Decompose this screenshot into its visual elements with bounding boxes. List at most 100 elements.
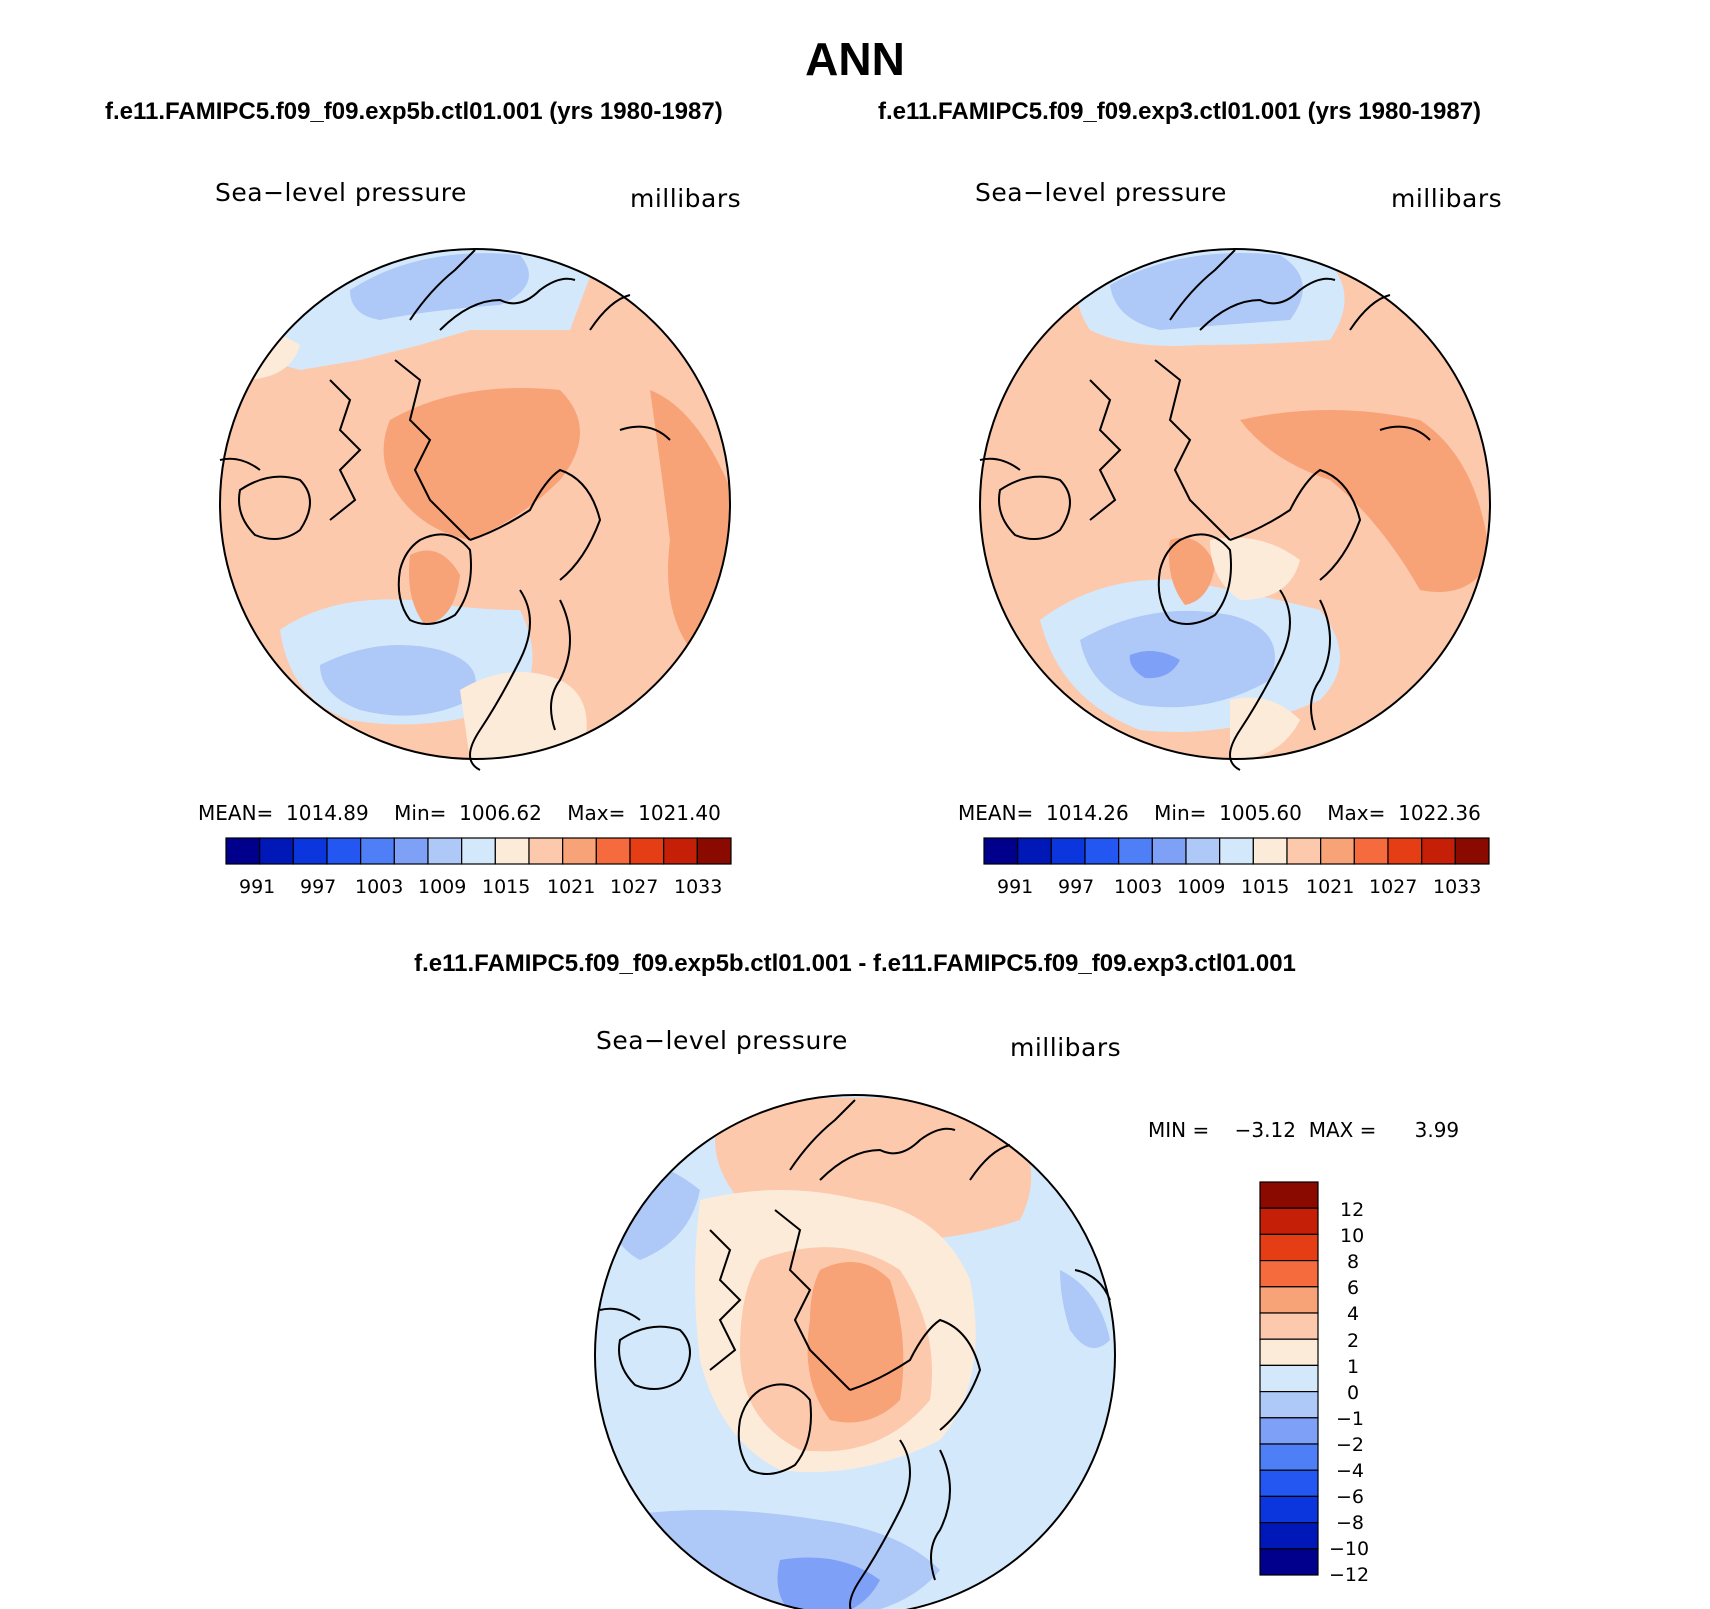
panel1-field-low-south-core — [320, 645, 476, 716]
colorbar-swatch — [1259, 1207, 1319, 1235]
panel2-tick: 1015 — [1241, 876, 1290, 898]
panel1-field-low-core — [350, 253, 529, 320]
panel2-tick: 997 — [1058, 876, 1095, 898]
colorbar-swatch — [1259, 1259, 1319, 1288]
panel1-variable-label: Sea−level pressure — [215, 178, 467, 207]
panel2-field-neutral-center — [1210, 537, 1300, 600]
panel2-tick: 1021 — [1306, 876, 1355, 898]
colorbar-swatch — [326, 837, 362, 865]
panel2-map — [979, 248, 1491, 771]
panel1-field-neutral-europe — [460, 672, 587, 759]
colorbar-swatch — [1259, 1286, 1319, 1314]
colorbar-swatch — [595, 837, 631, 865]
panel3-units-label: millibars — [1010, 1033, 1122, 1062]
panel3-max-value: 3.99 — [1414, 1118, 1460, 1142]
panel3-tick: 0 — [1347, 1382, 1360, 1404]
panel1-stats: MEAN= 1014.89 Min= 1006.62 Max= 1021.40 — [198, 801, 721, 825]
panel2-variable-label: Sea−level pressure — [975, 178, 1227, 207]
panel2-stats: MEAN= 1014.26 Min= 1005.60 Max= 1022.36 — [958, 801, 1481, 825]
colorbar-swatch — [1259, 1312, 1319, 1340]
colorbar-swatch — [1185, 837, 1221, 865]
panel3-min-value: −3.12 — [1234, 1118, 1296, 1142]
panel1-min-label: Min= — [394, 801, 447, 825]
colorbar-swatch — [259, 837, 294, 865]
panel3-tick: −10 — [1329, 1538, 1370, 1560]
colorbar-swatch — [225, 837, 261, 865]
panel3-min-label: MIN = — [1148, 1118, 1210, 1142]
colorbar-swatch — [1259, 1390, 1319, 1419]
panel3-map-border — [594, 1094, 1116, 1609]
panel3-tick: −12 — [1329, 1564, 1370, 1586]
panel2-field-low-core — [1110, 253, 1303, 330]
panel1-tick: 1009 — [418, 876, 467, 898]
panel2-tick: 1033 — [1433, 876, 1482, 898]
colorbar-swatch — [528, 837, 564, 865]
colorbar-swatch — [360, 837, 395, 865]
panel3-stats: MIN = −3.12 MAX = 3.99 — [1148, 1118, 1459, 1142]
colorbar-swatch — [1421, 837, 1456, 865]
panel2-field-neutral-europe — [1230, 697, 1300, 759]
panel2-colorbar — [983, 837, 1490, 865]
colorbar-swatch — [1252, 837, 1288, 865]
panel3-map — [594, 1094, 1116, 1609]
panel2-field-high-east — [1240, 410, 1490, 592]
panel1-mean-label: MEAN= — [198, 801, 274, 825]
colorbar-swatch — [1259, 1338, 1319, 1366]
colorbar-swatch — [1084, 837, 1120, 865]
colorbar-swatch — [1259, 1495, 1319, 1524]
panel1-tick: 997 — [300, 876, 337, 898]
panel1-tick: 1021 — [547, 876, 596, 898]
panel3-tick: 1 — [1347, 1356, 1360, 1378]
colorbar-swatch — [1259, 1469, 1319, 1497]
panel2-min-label: Min= — [1154, 801, 1207, 825]
colorbar-swatch — [1353, 837, 1389, 865]
panel3-tick: 6 — [1347, 1277, 1360, 1299]
panel2-mean-value: 1014.26 — [1046, 801, 1129, 825]
colorbar-swatch — [1286, 837, 1322, 865]
colorbar-swatch — [1050, 837, 1086, 865]
panel1-map-border — [219, 248, 731, 760]
panel3-field-neg-east — [1060, 1270, 1110, 1348]
panel2-tick: 991 — [997, 876, 1034, 898]
colorbar-swatch — [427, 837, 463, 865]
panel1-tick: 1027 — [610, 876, 659, 898]
panel3-variable-label: Sea−level pressure — [596, 1026, 848, 1055]
panel2-tick: 1009 — [1177, 876, 1226, 898]
panel1-map — [219, 248, 731, 771]
panel3-tick: 2 — [1347, 1330, 1360, 1352]
panel3-field-neg-south-core — [777, 1557, 880, 1609]
panel2-max-label: Max= — [1327, 801, 1386, 825]
colorbar-swatch — [562, 837, 597, 865]
panel2-min-value: 1005.60 — [1219, 801, 1302, 825]
panel1-field-high-greenland — [409, 550, 460, 625]
colorbar-swatch — [1387, 837, 1423, 865]
panel1-tick: 1015 — [482, 876, 531, 898]
difference-title: f.e11.FAMIPC5.f09_f09.exp5b.ctl01.001 - … — [414, 950, 1296, 977]
panel3-tick: 4 — [1347, 1303, 1360, 1325]
colorbar-swatch — [983, 837, 1019, 865]
colorbar-swatch — [1259, 1521, 1319, 1550]
panel3-tick: −2 — [1336, 1434, 1365, 1456]
colorbar-swatch — [1320, 837, 1355, 865]
panel2-max-value: 1022.36 — [1398, 801, 1481, 825]
panel3-colorbar — [1259, 1181, 1319, 1576]
panel3-tick: 8 — [1347, 1251, 1360, 1273]
panel3-tick: −4 — [1336, 1460, 1365, 1482]
panel2-field-min — [1129, 651, 1180, 679]
panel2-map-border — [979, 248, 1491, 760]
panel1-colorbar — [225, 837, 732, 865]
panel2-tick: 1027 — [1369, 876, 1418, 898]
subtitle-left: f.e11.FAMIPC5.f09_f09.exp5b.ctl01.001 (y… — [105, 98, 723, 125]
panel3-field-pos-core — [807, 1262, 904, 1423]
colorbar-swatch — [1259, 1443, 1319, 1471]
panel3-tick: −1 — [1336, 1408, 1365, 1430]
panel2-units-label: millibars — [1391, 184, 1503, 213]
subtitle-right: f.e11.FAMIPC5.f09_f09.exp3.ctl01.001 (yr… — [878, 98, 1482, 125]
panel2-field-high-greenland — [1169, 537, 1215, 605]
panel1-mean-value: 1014.89 — [286, 801, 369, 825]
panel3-tick: 12 — [1340, 1199, 1365, 1221]
colorbar-swatch — [1259, 1364, 1319, 1393]
colorbar-swatch — [1259, 1417, 1319, 1445]
colorbar-swatch — [1454, 837, 1490, 865]
